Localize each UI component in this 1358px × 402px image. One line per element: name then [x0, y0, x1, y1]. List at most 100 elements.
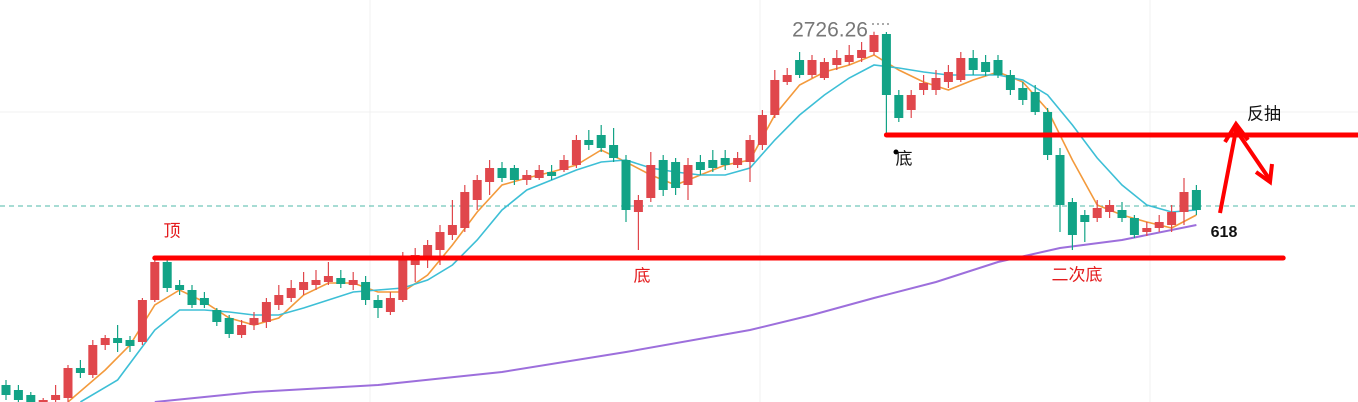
- candle-body: [534, 170, 544, 178]
- annotation: 618: [1211, 224, 1238, 241]
- candle-body: [857, 50, 867, 58]
- candle-body: [348, 280, 358, 285]
- candle-body: [1, 385, 11, 395]
- candle-body: [286, 288, 296, 298]
- candle-body: [460, 192, 470, 228]
- candle-body: [522, 175, 532, 180]
- candle-body: [757, 115, 767, 145]
- candle-body: [385, 298, 395, 312]
- ma-line: [154, 224, 1197, 402]
- candle-body: [609, 145, 619, 158]
- candle-body: [1179, 192, 1189, 212]
- candle-body: [311, 280, 321, 285]
- plot: [0, 31, 1358, 402]
- candle-body: [447, 225, 457, 235]
- arrow: [1218, 124, 1272, 214]
- candle-body: [956, 58, 966, 80]
- candle-body: [795, 60, 805, 75]
- candle-body: [336, 278, 346, 284]
- candle-body: [373, 300, 383, 308]
- candle-body: [1080, 215, 1090, 222]
- candle-body: [1005, 75, 1015, 90]
- candle-body: [919, 83, 929, 90]
- candle-body: [683, 165, 693, 185]
- candle-body: [299, 282, 309, 290]
- candle-body: [26, 395, 36, 402]
- candle-body: [695, 162, 705, 170]
- candle-body: [1191, 190, 1201, 210]
- candle-body: [1067, 202, 1077, 235]
- candle-body: [63, 368, 73, 398]
- candle-body: [770, 80, 780, 115]
- candle-body: [187, 290, 197, 305]
- candle-body: [175, 285, 185, 290]
- candle-body: [1117, 210, 1127, 218]
- candle-body: [125, 340, 135, 346]
- candle-body: [1092, 208, 1102, 218]
- candle-body: [88, 345, 98, 375]
- candle-body: [782, 75, 792, 82]
- candle-body: [100, 338, 110, 345]
- candle-body: [509, 168, 519, 180]
- candle-body: [943, 72, 953, 82]
- candle-body: [931, 78, 941, 90]
- candle-body: [249, 318, 259, 325]
- candle-body: [497, 168, 507, 178]
- arrow-head: [1254, 163, 1274, 186]
- candle-body: [75, 368, 85, 373]
- candle-body: [993, 60, 1003, 75]
- candle-body: [150, 262, 160, 300]
- candle-body: [708, 160, 718, 168]
- candle-body: [1129, 218, 1139, 235]
- candle-body: [596, 135, 606, 148]
- candle-body: [547, 172, 557, 176]
- candle-body: [633, 200, 643, 212]
- candle-body: [1142, 228, 1152, 232]
- candle-body: [1030, 92, 1040, 112]
- candle-body: [274, 295, 284, 305]
- candle-body: [237, 325, 247, 335]
- candle-body: [1018, 88, 1028, 100]
- candle-body: [819, 62, 829, 78]
- annotation: 底: [634, 267, 651, 287]
- annotation: 反抽: [1247, 105, 1281, 125]
- candle-body: [51, 395, 61, 400]
- candle-body: [261, 302, 271, 322]
- candle-body: [423, 245, 433, 258]
- candle-body: [1105, 205, 1115, 212]
- candle-body: [844, 55, 854, 62]
- candle-body: [894, 95, 904, 118]
- candle-body: [869, 35, 879, 52]
- candle-body: [832, 58, 842, 65]
- candle-body: [621, 160, 631, 210]
- candle-body: [472, 180, 482, 200]
- candle-body: [906, 95, 916, 110]
- candle-body: [981, 62, 991, 72]
- candle-body: [323, 276, 333, 282]
- candle-body: [485, 168, 495, 182]
- candle-body: [38, 400, 48, 402]
- candle-body: [807, 60, 817, 75]
- candle-body: [720, 158, 730, 165]
- candle-body: [881, 34, 891, 95]
- candle-body: [658, 160, 668, 190]
- candle-body: [113, 338, 123, 343]
- candle-body: [571, 140, 581, 165]
- candle-body: [584, 140, 594, 145]
- candle-body: [559, 160, 569, 170]
- marker-dot: [893, 149, 899, 155]
- candle-body: [968, 58, 978, 70]
- candle-body: [13, 390, 23, 400]
- candle-body: [671, 162, 681, 188]
- candle-body: [398, 258, 408, 300]
- candle-body: [137, 300, 147, 342]
- candle-body: [1055, 155, 1065, 205]
- candle-body: [212, 310, 222, 322]
- candle-body: [199, 298, 209, 305]
- annotation: 二次底: [1052, 266, 1103, 286]
- candle-body: [1167, 212, 1177, 225]
- candle-body: [745, 140, 755, 162]
- candle-body: [361, 282, 371, 300]
